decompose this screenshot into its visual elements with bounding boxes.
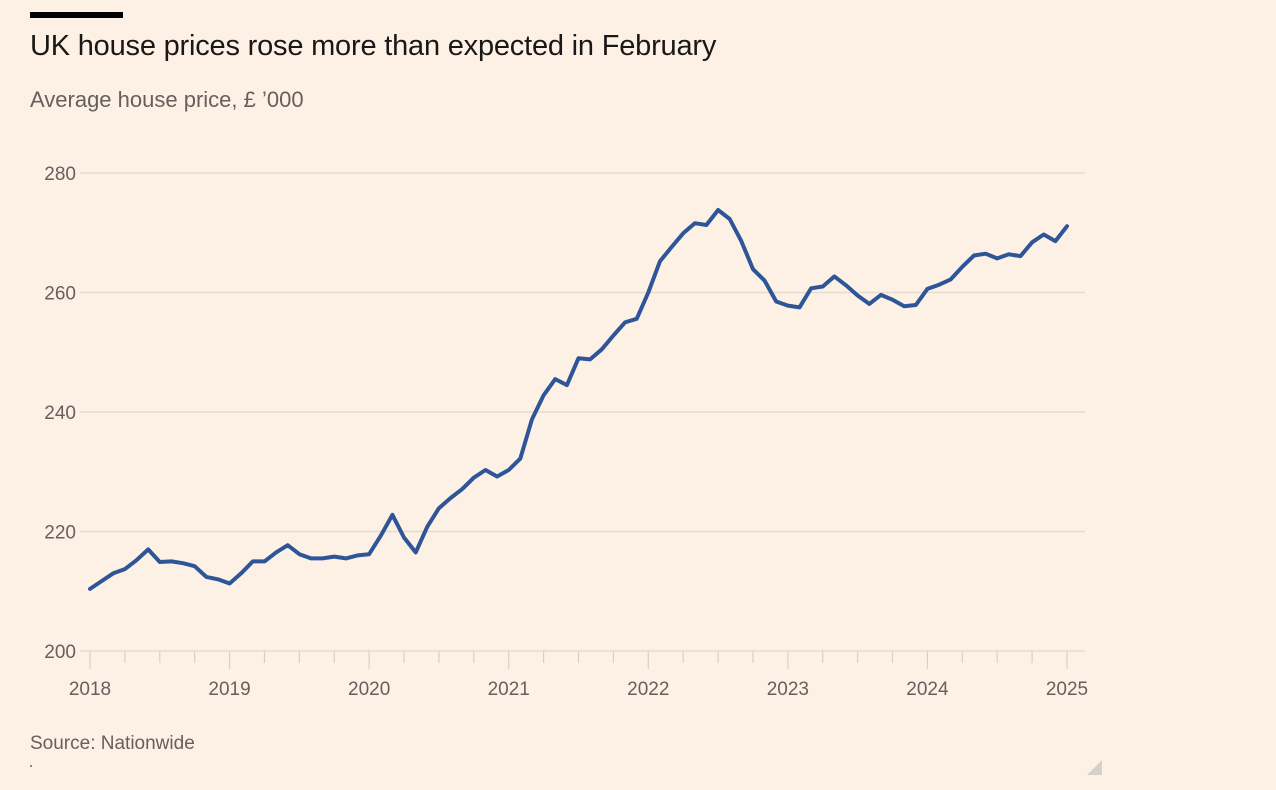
- x-tick-label-2024: 2024: [906, 679, 949, 700]
- y-tick-label-280: 280: [44, 164, 76, 185]
- gridlines: [80, 172, 1085, 652]
- y-tick-label-260: 260: [44, 284, 76, 305]
- y-tick-label-240: 240: [44, 403, 76, 424]
- series-layer: [88, 208, 1069, 591]
- y-tick-label-200: 200: [44, 642, 76, 663]
- footnote-dot: [30, 765, 32, 767]
- y-tick-label-220: 220: [44, 523, 76, 544]
- series-line-0: [88, 208, 1069, 591]
- resize-handle-icon[interactable]: [1087, 760, 1102, 775]
- x-tick-label-2019: 2019: [208, 679, 250, 700]
- x-tick-label-2021: 2021: [488, 679, 530, 700]
- x-tick-label-2023: 2023: [767, 679, 809, 700]
- x-tick-label-2018: 2018: [69, 679, 111, 700]
- source-note: Source: Nationwide: [30, 733, 195, 754]
- x-tick-label-2020: 2020: [348, 679, 390, 700]
- x-axis: 2018 2019 2020 2021 2022 2023 2024 2025: [69, 651, 1088, 700]
- x-tick-label-2025: 2025: [1046, 679, 1088, 700]
- brand-bar: [30, 12, 123, 18]
- x-tick-label-2022: 2022: [627, 679, 669, 700]
- chart-title: UK house prices rose more than expected …: [30, 30, 717, 62]
- y-axis: 200 220 240 260 280: [44, 164, 76, 663]
- chart-subtitle: Average house price, £ ’000: [30, 87, 304, 112]
